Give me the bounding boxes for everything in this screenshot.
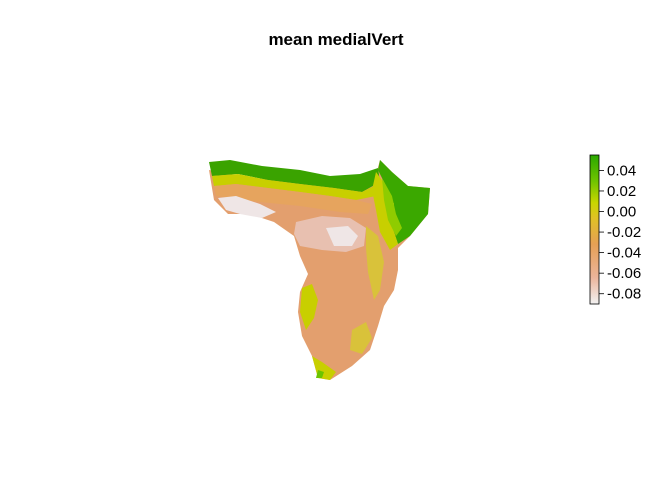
legend-tick-label: -0.04 — [607, 245, 641, 262]
legend-tick-label: 0.00 — [607, 204, 636, 221]
africa-raster — [209, 160, 430, 380]
legend-tick-label: 0.02 — [607, 183, 636, 200]
north-orange — [214, 184, 372, 214]
central-palest — [326, 226, 358, 246]
east-lightgreen — [382, 178, 402, 236]
color-legend: 0.04 0.02 0.00 -0.02 -0.04 -0.06 -0.08 — [589, 154, 641, 305]
southeast-yellow — [350, 322, 372, 354]
east-green — [378, 160, 430, 244]
legend-tick-label: -0.02 — [607, 224, 641, 241]
interior-yellow-2 — [300, 284, 318, 330]
legend-bar — [589, 154, 600, 305]
north-transition — [212, 174, 378, 200]
legend-tick-label: -0.06 — [607, 265, 641, 282]
legend-tick-label: -0.08 — [607, 286, 641, 303]
east-yellow — [372, 172, 398, 250]
north-green-band — [209, 160, 380, 192]
interior-yellow-1 — [366, 226, 384, 300]
south-green-fleck — [316, 370, 324, 378]
legend-tick-label: 0.04 — [607, 162, 636, 179]
legend-ticks: 0.04 0.02 0.00 -0.02 -0.04 -0.06 -0.08 — [599, 162, 641, 303]
map-title: mean medialVert — [268, 30, 404, 49]
west-pale-patch — [218, 196, 276, 218]
